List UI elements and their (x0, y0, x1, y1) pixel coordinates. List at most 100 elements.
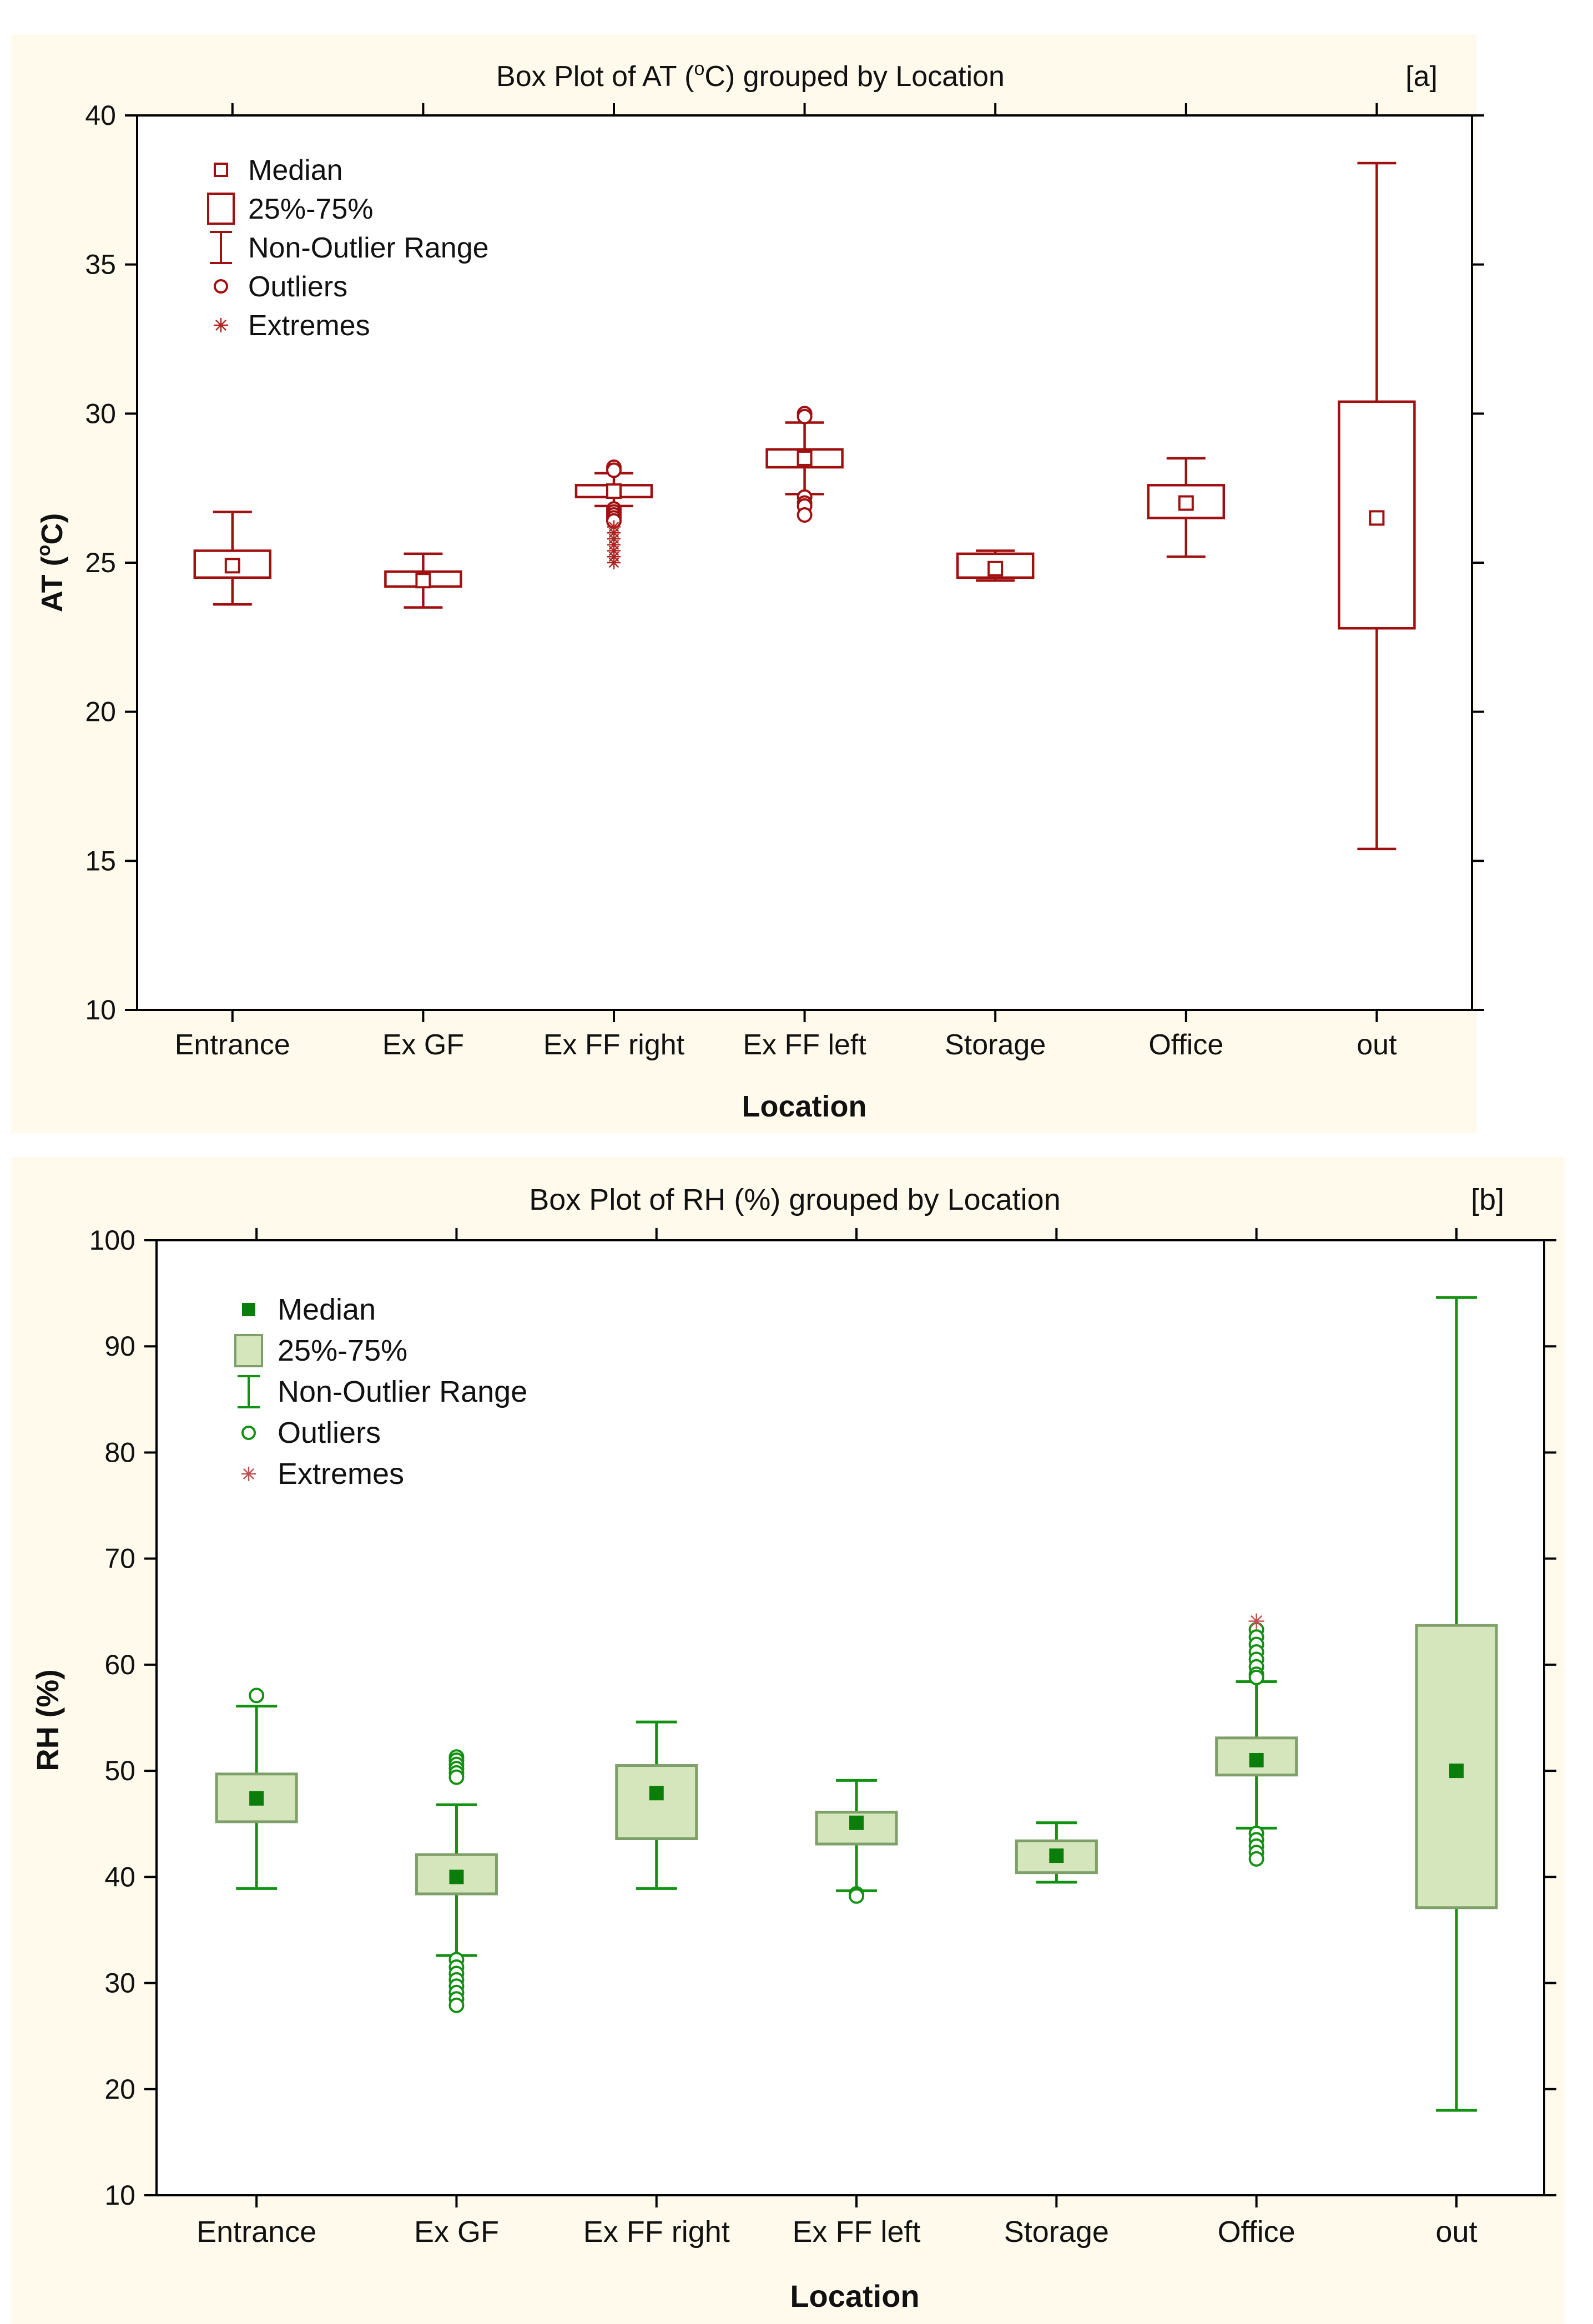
panel-a: Box Plot of AT (oC) grouped by Location … (11, 34, 1484, 1133)
extreme-point-6 (607, 556, 621, 569)
box-ex-ff-right (615, 1720, 698, 1890)
outlier-point-0 (249, 1688, 265, 1704)
legend-outlier-label: Outliers (248, 271, 347, 303)
legend-box-symbol (207, 193, 235, 225)
outlier-point-5 (796, 507, 813, 523)
panel-a-legend: Median 25%-75% Non-Outlier Range Outliers Ex… (207, 154, 489, 342)
panel-b-label: [b] (1471, 1183, 1504, 1216)
panel-b-y-axis-label: RH (%) (30, 1669, 65, 1771)
legend-whisker-symbol (238, 1375, 260, 1408)
panel-a-plot-area (136, 114, 1473, 1011)
panel-b: Box Plot of RH (%) grouped by Location [… (11, 1157, 1565, 2324)
panel-a-boxes (193, 161, 1416, 851)
iqr-box (615, 1764, 698, 1840)
legend-outlier-label: Outliers (278, 1416, 381, 1449)
iqr-box (1415, 1624, 1498, 1909)
box-entrance (215, 1688, 298, 1890)
outlier-point-13 (448, 1997, 465, 2013)
legend-whisker-label: Non-Outlier Range (248, 232, 489, 264)
box-ex-ff-left (815, 1779, 898, 1904)
panel-b-boxes (215, 1296, 1498, 2112)
x-tick-label-2: Ex FF right (583, 2215, 730, 2249)
x-tick-label-1: Ex GF (382, 1029, 464, 1061)
y-tick-label-100: 100 (89, 1225, 135, 1256)
legend-median-symbol (242, 1303, 255, 1316)
legend-box-label: 25%-75% (248, 193, 373, 225)
y-tick-label-60: 60 (104, 1649, 135, 1680)
y-tick-label-40: 40 (85, 100, 116, 131)
box-ex-gf (415, 1749, 498, 2013)
outlier-point-1 (849, 1888, 865, 1904)
box-entrance (193, 511, 272, 606)
y-tick-label-20: 20 (104, 2074, 135, 2105)
median-marker (1369, 510, 1385, 526)
y-tick-label-30: 30 (104, 1968, 135, 1999)
box-storage (956, 549, 1035, 582)
median-marker (987, 560, 1004, 577)
legend-whisker-symbol (210, 231, 232, 264)
y-tick-label-40: 40 (104, 1861, 135, 1892)
panel-b-x-axis-label: Location (790, 2278, 919, 2313)
panel-a-x-axis-label: Location (742, 1090, 867, 1123)
x-tick-label-0: Entrance (196, 2215, 316, 2249)
box-out (1338, 161, 1416, 851)
x-tick-label-1: Ex GF (414, 2215, 499, 2249)
median-marker (449, 1870, 464, 1885)
median-marker (796, 450, 813, 466)
median-marker (1049, 1848, 1064, 1863)
panel-a-title: Box Plot of AT (oC) grouped by Location (496, 58, 1005, 93)
x-tick-label-2: Ex FF right (543, 1029, 685, 1061)
x-tick-label-5: Office (1148, 1029, 1223, 1061)
median-marker (606, 483, 622, 499)
legend-whisker-label: Non-Outlier Range (278, 1375, 527, 1408)
y-tick-label-50: 50 (104, 1755, 135, 1786)
median-marker (849, 1815, 864, 1830)
legend-extreme-symbol (241, 1467, 256, 1481)
legend-box-symbol (234, 1334, 263, 1367)
legend-outlier-symbol (241, 1426, 256, 1440)
median-marker (1249, 1752, 1264, 1767)
y-tick-label-10: 10 (85, 994, 116, 1025)
legend-median-label: Median (278, 1293, 376, 1326)
outlier-point-12 (1248, 1851, 1264, 1867)
x-tick-label-5: Office (1218, 2215, 1295, 2249)
panel-a-label: [a] (1405, 60, 1438, 93)
y-tick-label-90: 90 (104, 1331, 135, 1362)
legend-outlier-symbol (214, 279, 228, 294)
box-ex-gf (384, 552, 462, 609)
median-marker (1178, 495, 1194, 511)
box-out (1415, 1296, 1498, 2112)
y-tick-label-25: 25 (85, 547, 116, 578)
legend-median-label: Median (248, 154, 343, 186)
y-tick-label-35: 35 (85, 249, 116, 280)
box-ex-ff-left (765, 406, 844, 523)
legend-extreme-label: Extremes (278, 1457, 404, 1491)
iqr-box (1147, 484, 1226, 519)
legend-extreme-symbol (214, 318, 228, 332)
panel-b-y-ticks: 10 20 30 40 50 60 70 80 90 100 (89, 1225, 1556, 2211)
y-tick-label-15: 15 (85, 845, 116, 876)
legend-extreme-label: Extremes (248, 310, 370, 342)
outlier-point-1 (606, 462, 622, 478)
x-tick-label-4: Storage (945, 1029, 1046, 1061)
legend-median-symbol (214, 163, 228, 177)
panel-a-y-axis-label: AT (oC) (33, 513, 69, 613)
box-office (1147, 457, 1226, 558)
extreme-point-0 (1248, 1613, 1264, 1629)
median-marker (415, 573, 431, 589)
y-tick-label-80: 80 (104, 1437, 135, 1468)
panel-a-x-ticks: Entrance Ex GF Ex FF right Ex FF left Storag… (175, 103, 1397, 1061)
median-marker (224, 558, 240, 574)
outlier-point-1 (796, 408, 813, 425)
legend-box-label: 25%-75% (278, 1334, 407, 1367)
median-marker (649, 1786, 664, 1801)
panel-a-y-ticks: 10 15 20 25 30 35 40 (85, 100, 1484, 1025)
y-tick-label-70: 70 (104, 1543, 135, 1574)
y-tick-label-10: 10 (104, 2180, 135, 2211)
outlier-point-7 (1248, 1669, 1264, 1685)
median-marker (1449, 1764, 1464, 1779)
panel-b-x-ticks: Entrance Ex GF Ex FF right Ex FF left Storag… (196, 1228, 1477, 2249)
outlier-point-5 (448, 1769, 465, 1785)
x-tick-label-0: Entrance (175, 1029, 290, 1061)
y-tick-label-20: 20 (85, 696, 116, 727)
